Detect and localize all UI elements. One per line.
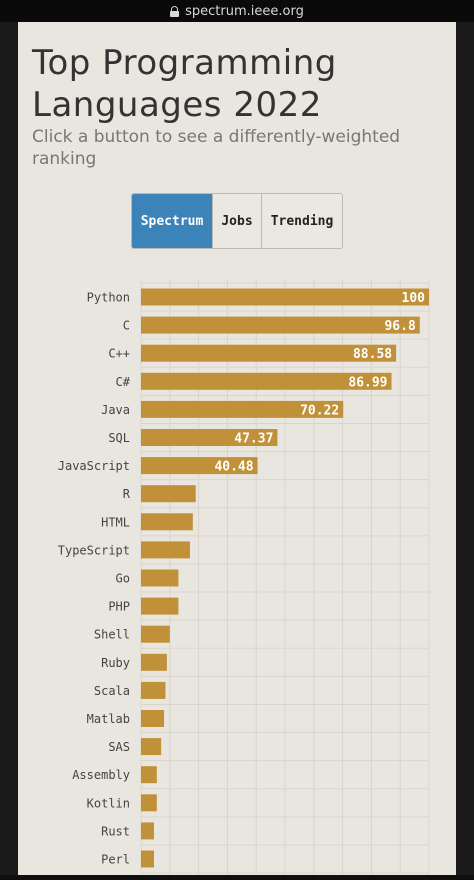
bar [141, 653, 167, 671]
bar-value-label: 40.48 [214, 460, 253, 475]
category-label: Shell [94, 628, 130, 642]
category-label: Kotlin [87, 796, 130, 810]
bar [141, 429, 278, 446]
category-label: C# [116, 375, 131, 389]
jobs-button[interactable]: Jobs [212, 194, 261, 248]
category-label: Ruby [101, 656, 130, 670]
bar [141, 316, 420, 334]
bar [141, 597, 179, 615]
category-label: Python [87, 291, 130, 305]
ranking-chart-svg: Python 100 C 96.8 C++ 88.58 C# 86.99 Java 70.22 SQ… [58, 280, 430, 875]
category-label: SAS [108, 740, 130, 754]
category-label: TypeScript [58, 543, 130, 557]
page-title: Top Programming Languages 2022 [32, 43, 337, 125]
category-label: HTML [101, 515, 130, 529]
category-label: Go [116, 572, 130, 586]
bar-value-label: 96.8 [384, 319, 415, 334]
category-label: JavaScript [58, 459, 130, 473]
bar [141, 710, 165, 727]
bar [141, 288, 429, 306]
bar [141, 738, 162, 756]
bar-value-label: 70.22 [300, 403, 339, 418]
bar [141, 457, 258, 475]
bar [141, 766, 157, 784]
page-edge-left [0, 22, 18, 875]
bar [141, 344, 397, 362]
category-label: Rust [101, 824, 130, 838]
category-label: Matlab [87, 712, 130, 726]
bar [141, 822, 154, 840]
category-label: Java [101, 403, 130, 417]
article-page: Top Programming Languages 2022 Click a b… [18, 22, 456, 875]
category-label: C [123, 319, 130, 333]
bar [141, 569, 179, 587]
browser-url-bar[interactable]: spectrum.ieee.org [0, 0, 474, 22]
category-label: Assembly [72, 768, 130, 782]
category-label: SQL [108, 431, 130, 445]
page-subtitle: Click a button to see a differently-weig… [32, 127, 401, 169]
bar [141, 372, 392, 390]
bar [141, 485, 196, 503]
bar [141, 794, 157, 812]
category-label: Scala [94, 684, 130, 698]
trending-button[interactable]: Trending [261, 194, 342, 248]
category-label: R [123, 487, 131, 501]
ranking-button-group: Spectrum Jobs Trending [131, 193, 343, 249]
bar-value-label: 47.37 [234, 432, 273, 447]
bar [141, 681, 166, 699]
bar [141, 400, 344, 418]
page-edge-right [456, 22, 474, 875]
bar-value-label: 88.58 [353, 347, 392, 362]
category-label: C++ [108, 347, 130, 361]
bar [141, 541, 190, 559]
ranking-chart: Python 100 C 96.8 C++ 88.58 C# 86.99 Java 70.22 SQ… [18, 280, 456, 875]
category-label: PHP [108, 600, 130, 614]
bar-value-label: 100 [402, 291, 426, 306]
bar-value-label: 86.99 [348, 375, 387, 390]
bar [141, 850, 154, 868]
category-label: Perl [101, 853, 130, 867]
lock-icon [170, 5, 180, 17]
spectrum-button[interactable]: Spectrum [132, 194, 212, 248]
url-text: spectrum.ieee.org [185, 3, 304, 19]
bar [141, 625, 170, 643]
bar [141, 513, 193, 531]
